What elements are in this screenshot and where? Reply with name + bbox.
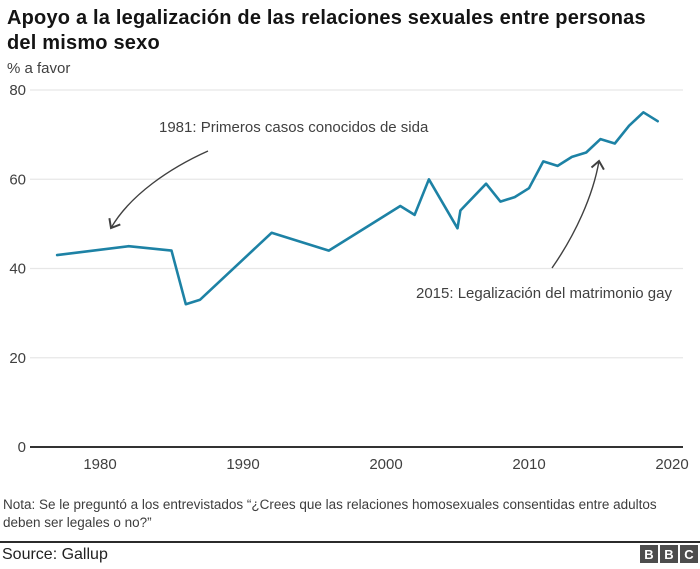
x-tick-label-2020: 2020 — [655, 456, 688, 473]
bbc-logo-letter-1: B — [640, 545, 658, 563]
bbc-logo-letter-2: B — [660, 545, 678, 563]
y-tick-label-20: 20 — [9, 350, 26, 367]
annotation-2015: 2015: Legalización del matrimonio gay — [416, 285, 672, 302]
x-tick-label-1990: 1990 — [226, 456, 259, 473]
x-tick-label-2000: 2000 — [369, 456, 402, 473]
support-trend-line — [55, 111, 660, 306]
footer-divider — [0, 541, 700, 543]
source-credit: Source: Gallup — [2, 546, 108, 563]
annotation-1981: 1981: Primeros casos conocidos de sida — [159, 119, 429, 136]
axes: 0 20 40 60 80 1980 1990 2000 2010 2020 — [9, 82, 688, 473]
arrow-2015-icon — [551, 159, 605, 269]
annotation-arrows — [108, 150, 605, 269]
data-series — [55, 111, 660, 306]
y-tick-label-80: 80 — [9, 82, 26, 99]
chart-subtitle: % a favor — [7, 60, 71, 77]
gridlines — [30, 89, 683, 359]
chart-title: Apoyo a la legalización de las relacione… — [7, 7, 646, 54]
y-tick-label-40: 40 — [9, 261, 26, 278]
x-tick-label-1980: 1980 — [83, 456, 116, 473]
bbc-logo: B B C — [640, 545, 698, 563]
x-tick-label-2010: 2010 — [512, 456, 545, 473]
footnote: Nota: Se le preguntó a los entrevistados… — [3, 497, 657, 530]
bbc-logo-letter-3: C — [680, 545, 698, 563]
y-tick-label-0: 0 — [18, 439, 26, 456]
support-line-chart: 0 20 40 60 80 1980 1990 2000 2010 2020 — [9, 82, 688, 473]
y-tick-label-60: 60 — [9, 171, 26, 188]
arrow-1981-icon — [108, 150, 209, 230]
